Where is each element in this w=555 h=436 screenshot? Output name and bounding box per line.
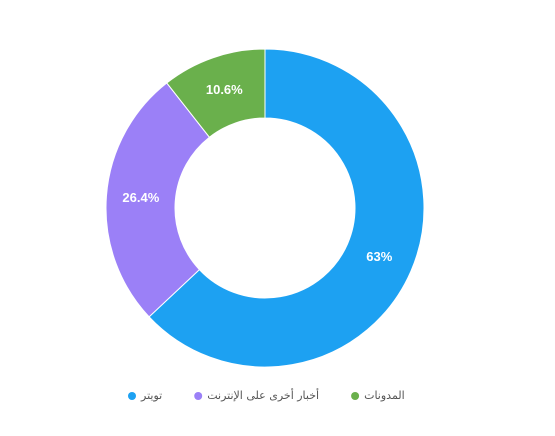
data-label: 26.4%: [122, 190, 159, 205]
data-label: 10.6%: [206, 82, 243, 97]
legend-marker: [194, 392, 203, 400]
donut-slice: [166, 48, 266, 138]
donut-slice: [148, 48, 425, 368]
legend-label: أخبار أخرى على الإنترنت: [207, 388, 319, 402]
legend-label: تويتر: [140, 389, 162, 402]
legend-label: المدونات: [364, 389, 405, 402]
legend-marker: [128, 392, 136, 400]
data-label: 63%: [366, 249, 392, 264]
legend-marker: [351, 392, 360, 400]
donut-slice: [105, 82, 211, 318]
